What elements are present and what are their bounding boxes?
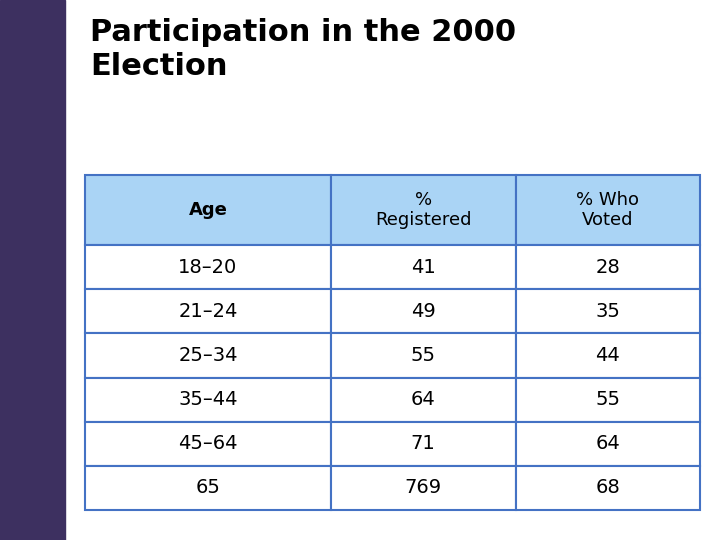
- Text: % Who
Voted: % Who Voted: [576, 191, 639, 229]
- Text: 44: 44: [595, 346, 620, 365]
- Text: 55: 55: [410, 346, 436, 365]
- Text: 35: 35: [595, 302, 620, 321]
- Text: 68: 68: [595, 478, 620, 497]
- Text: %
Registered: % Registered: [375, 191, 472, 229]
- Text: 55: 55: [595, 390, 620, 409]
- Text: Participation in the 2000
Election: Participation in the 2000 Election: [90, 18, 516, 80]
- Text: 64: 64: [411, 390, 436, 409]
- Text: Age: Age: [189, 201, 228, 219]
- Text: 28: 28: [595, 258, 620, 276]
- Text: 49: 49: [411, 302, 436, 321]
- Text: 21–24: 21–24: [179, 302, 238, 321]
- Text: 65: 65: [196, 478, 220, 497]
- Text: 769: 769: [405, 478, 442, 497]
- Text: 18–20: 18–20: [179, 258, 238, 276]
- Text: 64: 64: [595, 434, 620, 453]
- Text: 25–34: 25–34: [179, 346, 238, 365]
- Text: 45–64: 45–64: [179, 434, 238, 453]
- Text: 35–44: 35–44: [179, 390, 238, 409]
- Text: 41: 41: [411, 258, 436, 276]
- Text: 71: 71: [411, 434, 436, 453]
